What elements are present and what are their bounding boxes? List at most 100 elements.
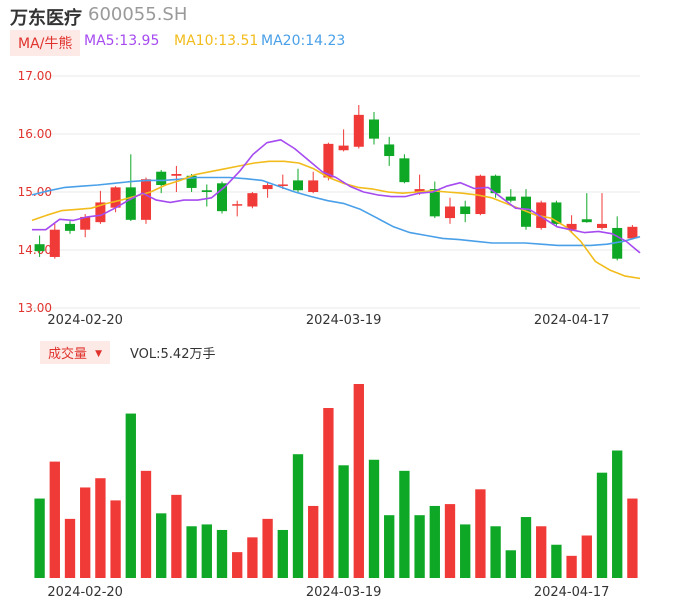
- candle-body: [34, 244, 45, 252]
- volume-bar: [216, 529, 228, 578]
- volume-bar: [627, 498, 638, 578]
- volume-bar: [414, 515, 425, 578]
- volume-bar: [277, 529, 288, 578]
- candle-body: [262, 185, 273, 190]
- volume-bar: [95, 478, 106, 578]
- candle-body: [171, 174, 182, 176]
- candle-body: [308, 180, 319, 192]
- volume-bar: [581, 535, 592, 578]
- volume-bar: [475, 489, 486, 578]
- y-tick-label: 15.00: [18, 185, 52, 199]
- volume-bar: [551, 544, 562, 578]
- candle-body: [49, 229, 60, 257]
- ma10-legend: MA10:13.51: [174, 33, 259, 49]
- volume-bar: [201, 524, 212, 578]
- volume-bar: [505, 550, 516, 578]
- volume-bar: [292, 454, 304, 578]
- x-tick-label: 2024-04-17: [534, 585, 610, 600]
- candle-body: [201, 190, 212, 192]
- x-tick-label: 2024-02-20: [47, 585, 123, 600]
- volume-bar: [64, 518, 76, 578]
- stock-name: 万东医疗: [10, 8, 82, 29]
- candle-body: [353, 114, 364, 147]
- candle-body: [277, 184, 288, 186]
- volume-bar: [384, 515, 395, 578]
- candle-body: [490, 175, 501, 194]
- candle-body: [80, 216, 91, 230]
- candle-body: [140, 179, 152, 220]
- volume-bar: [110, 500, 121, 578]
- volume-bar: [444, 504, 456, 578]
- stock-code: 600055.SH: [88, 4, 188, 25]
- candle-body: [612, 227, 623, 259]
- volume-bar: [140, 470, 152, 578]
- ma5-line: [32, 139, 641, 254]
- volume-bar: [338, 465, 349, 578]
- volume-bar: [566, 555, 577, 578]
- candle-body: [156, 171, 167, 186]
- candle-body: [125, 187, 136, 220]
- volume-bar: [171, 494, 182, 578]
- candle-body: [581, 219, 592, 223]
- candle-body: [323, 143, 334, 178]
- ma20-legend: MA20:14.23: [261, 33, 346, 49]
- candle-body: [186, 175, 197, 188]
- volume-bar: [247, 537, 258, 578]
- y-tick-label: 17.00: [18, 69, 52, 83]
- volume-bar: [232, 552, 243, 578]
- volume-bar: [323, 408, 334, 578]
- candle-body: [429, 189, 440, 217]
- y-tick-label: 16.00: [18, 127, 52, 141]
- volume-bar: [368, 459, 380, 578]
- candle-body: [292, 180, 304, 191]
- volume-bar: [34, 498, 45, 578]
- ma20-line: [31, 176, 641, 247]
- candle-body: [460, 206, 471, 215]
- candle-body: [551, 202, 562, 224]
- volume-bar: [429, 505, 440, 578]
- x-tick-label: 2024-03-19: [306, 585, 382, 600]
- candle-body: [505, 196, 516, 201]
- volume-bar: [596, 472, 608, 578]
- x-tick-label: 2024-04-17: [534, 313, 610, 328]
- candle-body: [536, 202, 547, 228]
- y-tick-label: 13.00: [18, 301, 52, 315]
- volume-bar: [125, 413, 136, 578]
- ma5-legend: MA5:13.95: [84, 33, 160, 49]
- candle-body: [566, 223, 577, 230]
- volume-bar: [460, 524, 471, 578]
- x-tick-label: 2024-03-19: [306, 313, 382, 328]
- candle-body: [444, 206, 456, 219]
- volume-bar: [186, 526, 197, 578]
- indicator-selector[interactable]: MA/牛熊: [10, 30, 81, 56]
- ma10-line: [31, 160, 641, 280]
- candle-body: [338, 145, 349, 151]
- volume-bar: [308, 505, 319, 578]
- volume-indicator-selector[interactable]: 成交量 ▼: [40, 341, 111, 364]
- candle-body: [627, 226, 638, 239]
- volume-label: 成交量: [48, 347, 88, 362]
- volume-bar: [520, 517, 532, 578]
- candle-body: [247, 193, 258, 207]
- volume-bar: [353, 384, 364, 578]
- volume-bar: [49, 461, 60, 578]
- candle-body: [232, 204, 243, 206]
- volume-bar: [536, 526, 547, 578]
- candle-body: [414, 189, 425, 192]
- volume-bar: [156, 513, 167, 578]
- volume-value: VOL:5.42万手: [130, 347, 216, 362]
- candle-body: [110, 187, 121, 208]
- candle-body: [384, 144, 395, 157]
- candle-body: [95, 202, 106, 223]
- dropdown-triangle-icon: ▼: [95, 349, 103, 359]
- x-tick-label: 2024-02-20: [47, 313, 123, 328]
- candle-body: [399, 158, 410, 183]
- volume-bar: [612, 450, 623, 578]
- volume-bar: [80, 487, 91, 578]
- volume-bar: [399, 470, 410, 578]
- volume-bar: [490, 526, 501, 578]
- volume-bar: [262, 518, 273, 578]
- candle-body: [368, 119, 380, 139]
- candle-body: [64, 223, 76, 231]
